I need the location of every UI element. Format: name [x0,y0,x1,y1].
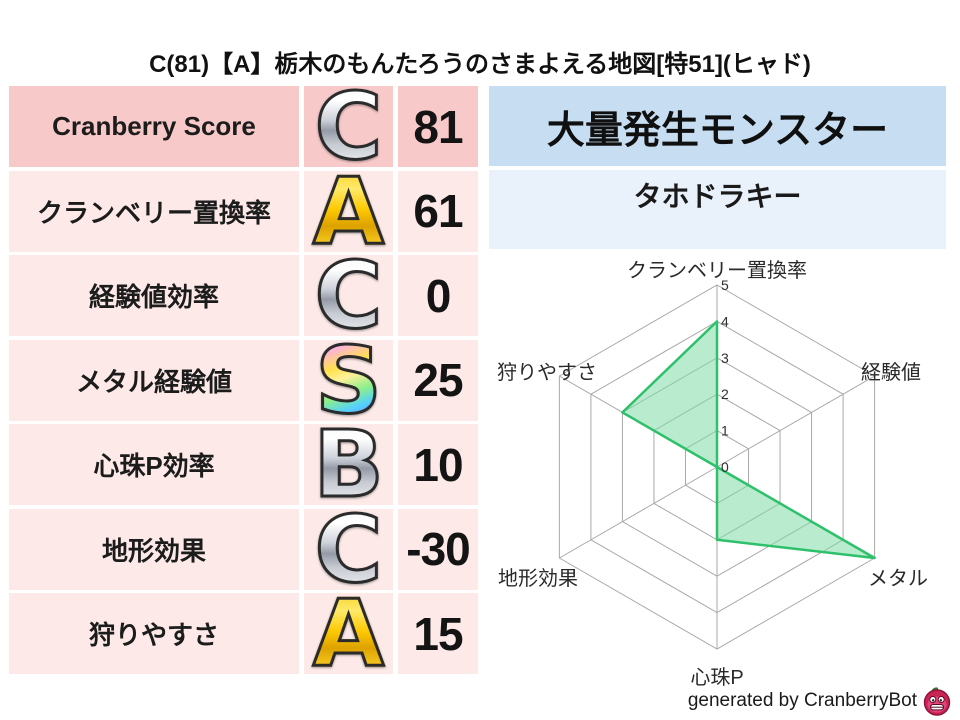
svg-text:2: 2 [721,386,729,402]
table-row: 心珠P効率 B 10 [9,411,478,518]
stat-value: 0 [425,269,452,322]
stat-value: 81 [413,100,463,153]
footer: generated by CranberryBot [688,686,952,716]
stat-label-cell: クランベリー置換率 [9,170,299,252]
grade-rank-icon: A [311,157,385,265]
table-row: Cranberry Score C 81 [9,73,478,180]
stat-value: 15 [413,607,463,660]
grade-icon-cell: A [304,580,393,687]
radar-axis-label-hunt: 狩りやすさ [497,362,597,384]
grade-icon-cell: A [304,157,393,265]
stat-label-cell: メタル経験値 [9,339,299,421]
page-title: C(81)【A】栃木のもんたろうのさまよえる地図[特51](ヒャド) [149,51,811,78]
stat-value: 61 [413,185,463,237]
stat-value-cell: -30 [398,508,478,590]
credit-text: generated by CranberryBot [687,690,917,711]
stat-label: 地形効果 [101,535,206,566]
monster-header-label: 大量発生モンスター [546,109,889,152]
table-row: 地形効果 C -30 [9,495,478,603]
stat-label: 心珠P効率 [93,451,215,481]
stat-label-cell: 経験値効率 [9,255,299,336]
stat-value-cell: 0 [398,255,478,336]
stat-label: メタル経験値 [75,366,232,397]
stat-value-cell: 25 [398,339,478,421]
monster-name: タホドラキー [633,181,802,212]
stats-table: Cranberry Score C 81 クランベリー置換率 A 61 経験値効… [9,73,478,687]
grade-rank-icon: A [311,580,385,687]
stat-label: クランベリー置換率 [36,197,271,228]
grade-rank-icon: S [314,326,383,434]
radar-axis-label-exp: 経験値 [861,362,921,384]
grade-rank-icon: B [312,411,385,518]
stat-label: Cranberry Score [52,111,256,141]
table-row: メタル経験値 S 25 [9,326,478,434]
radar-axis-label-terrain: 地形効果 [498,568,578,590]
radar-axis-label-pearl: 心珠P [690,667,744,689]
stat-label-cell: 心珠P効率 [9,424,299,505]
stat-label-cell: 地形効果 [9,508,299,590]
grade-rank-icon: C [313,73,384,180]
grade-icon-cell: C [304,73,393,180]
stat-value-cell: 15 [398,593,478,674]
grade-icon-cell: C [304,242,393,349]
stat-label: 狩りやすさ [88,620,219,650]
cranberry-bot-icon [923,687,951,716]
stat-label: 経験値効率 [88,282,219,312]
svg-text:1: 1 [721,423,729,439]
radar-axis-label-replacement: クランベリー置換率 [627,260,807,282]
grade-icon-cell: C [304,495,393,603]
grade-rank-icon: C [313,495,384,603]
stat-label-cell: Cranberry Score [9,86,299,167]
table-row: 経験値効率 C 0 [9,242,478,349]
stat-value-cell: 61 [398,170,478,252]
table-row: クランベリー置換率 A 61 [9,157,478,265]
radar-axis-label-metal: メタル [868,568,928,590]
stat-value: -30 [406,523,470,575]
monster-name-box: タホドラキー [489,170,946,249]
monster-section-header: 大量発生モンスター [489,86,946,166]
stat-value: 25 [413,354,463,406]
grade-icon-cell: B [304,411,393,518]
stat-label-cell: 狩りやすさ [9,593,299,674]
grade-icon-cell: S [304,326,393,434]
table-row: 狩りやすさ A 15 [9,580,478,687]
svg-text:4: 4 [721,313,729,329]
stat-value-cell: 10 [398,424,478,505]
stat-value: 10 [413,438,463,491]
svg-text:3: 3 [721,350,729,366]
grade-rank-icon: C [313,242,384,349]
stat-value-cell: 81 [398,86,478,167]
svg-text:0: 0 [721,459,729,475]
